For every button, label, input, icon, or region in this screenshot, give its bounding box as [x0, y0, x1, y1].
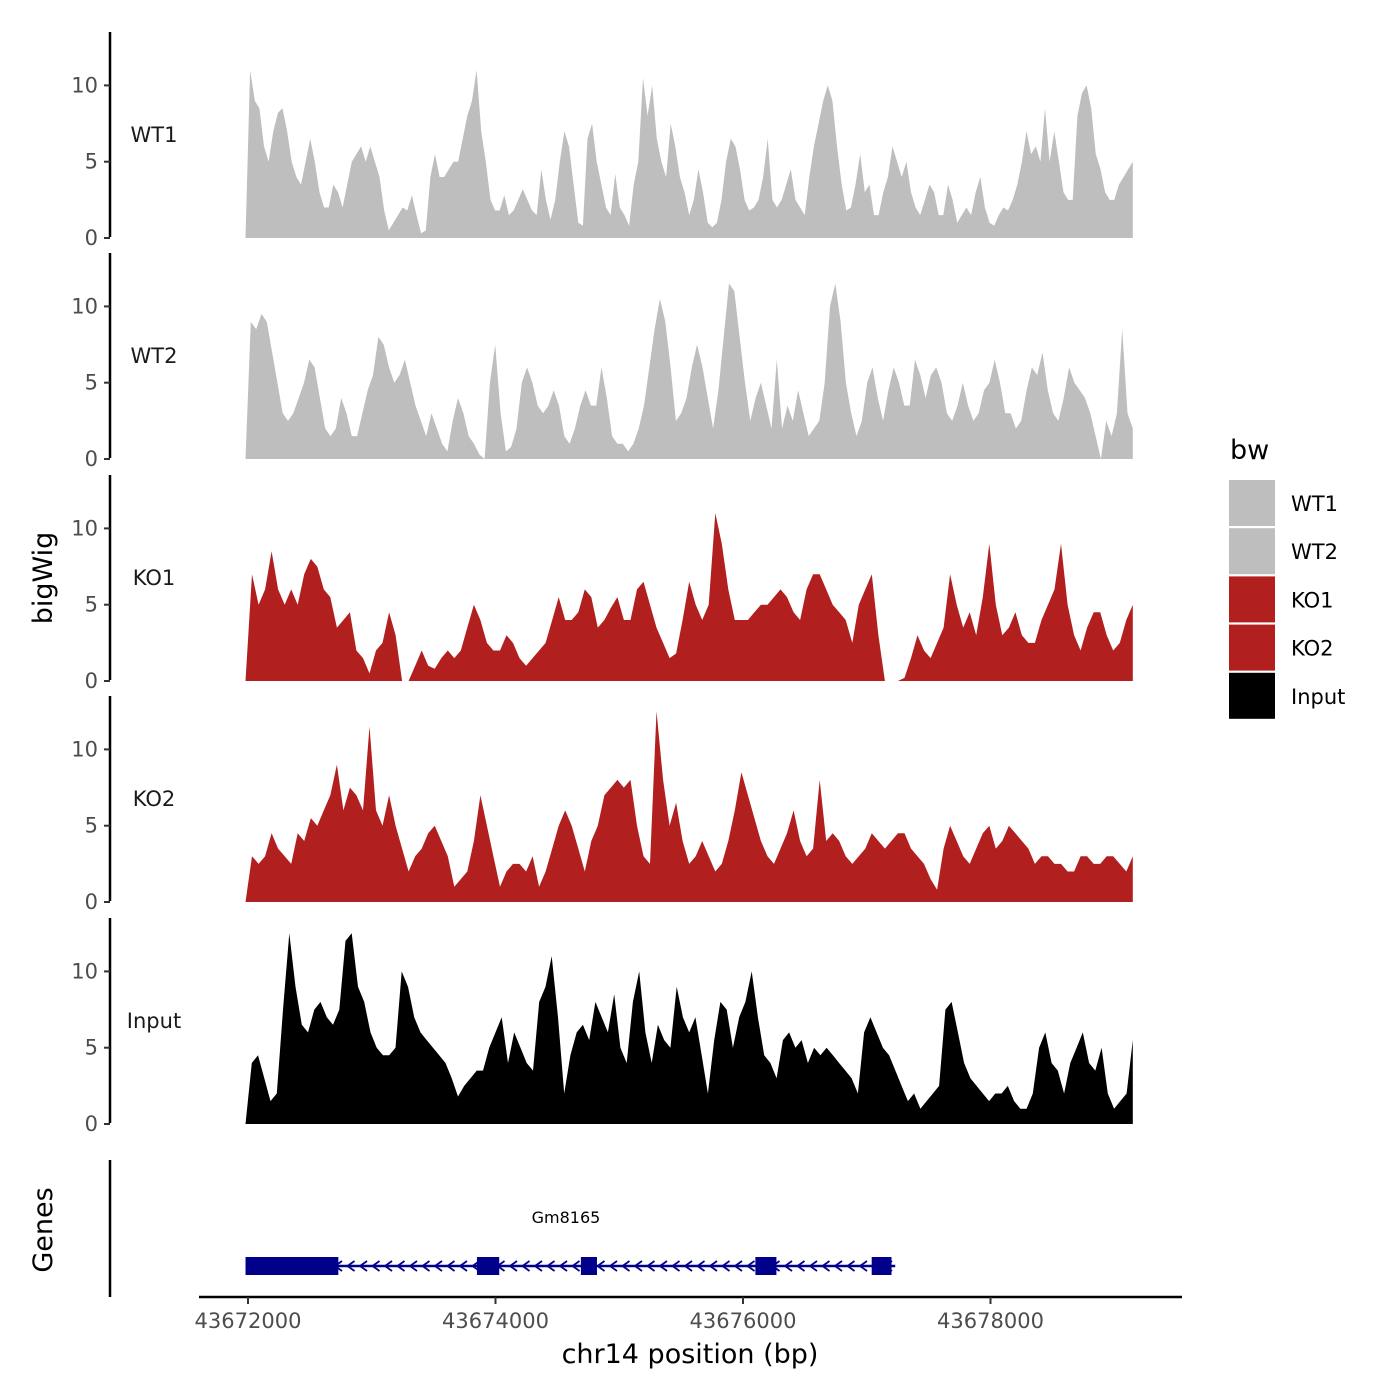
legend-label-wt2: WT2: [1291, 540, 1338, 564]
y-tick-label: 5: [85, 593, 98, 617]
strand-arrow: [708, 1260, 718, 1272]
coverage-area-ko1: [245, 513, 1133, 681]
gene-exon: [580, 1257, 597, 1275]
gene-exon: [871, 1257, 892, 1275]
track-panel-input: 0 5 10 Input: [71, 918, 1133, 1136]
track-label: KO1: [133, 566, 176, 590]
legend: bw WT1 WT2 KO1 KO2 Input: [1229, 435, 1345, 719]
strand-arrow: [658, 1260, 668, 1272]
strand-arrow: [433, 1260, 443, 1272]
strand-arrow: [808, 1260, 818, 1272]
legend-label-ko1: KO1: [1291, 588, 1334, 612]
track-label: KO2: [133, 787, 176, 811]
strand-arrow: [670, 1260, 681, 1272]
strand-arrow: [795, 1260, 806, 1272]
strand-arrow: [395, 1260, 406, 1272]
y-tick-label: 10: [71, 516, 98, 540]
strand-arrow: [545, 1260, 556, 1272]
y-tick-label: 10: [71, 294, 98, 318]
coverage-area-input: [245, 933, 1133, 1124]
strand-arrow: [533, 1260, 543, 1272]
x-tick-label: 43674000: [442, 1309, 549, 1333]
strand-arrow: [858, 1260, 868, 1272]
x-tick-label: 43676000: [690, 1309, 797, 1333]
coverage-area-ko2: [245, 711, 1133, 902]
y-tick-label: 0: [85, 447, 98, 471]
y-tick-label: 5: [85, 150, 98, 174]
legend-key-input: [1229, 672, 1275, 719]
strand-arrow: [420, 1260, 431, 1272]
genes-track: Gm8165: [108, 1160, 896, 1297]
y-axis-title: bigWig: [28, 532, 59, 625]
y-tick-label: 0: [85, 669, 98, 693]
strand-arrow: [608, 1260, 618, 1272]
legend-key-wt1: [1229, 480, 1275, 526]
track-label: Input: [127, 1009, 181, 1033]
y-tick-label: 5: [85, 1036, 98, 1060]
y-tick-label: 0: [85, 890, 98, 914]
strand-arrow: [508, 1260, 518, 1272]
strand-arrow: [783, 1260, 793, 1272]
legend-key-ko1: [1229, 576, 1275, 623]
genes-axis-title: Genes: [28, 1187, 59, 1272]
strand-arrow: [520, 1260, 531, 1272]
y-tick-label: 10: [71, 959, 98, 983]
gene-name-label: Gm8165: [532, 1208, 601, 1227]
strand-arrow: [445, 1260, 456, 1272]
y-tick-label: 0: [85, 226, 98, 250]
strand-arrow: [833, 1260, 843, 1272]
track-panel-ko1: 0 5 10 KO1: [71, 475, 1133, 693]
legend-label-input: Input: [1291, 685, 1345, 709]
y-tick-label: 10: [71, 737, 98, 761]
x-tick-label: 43678000: [937, 1309, 1044, 1333]
x-axis: 43672000 43674000 43676000 43678000: [195, 1295, 1182, 1333]
strand-arrow: [570, 1260, 581, 1272]
strand-arrow: [620, 1260, 631, 1272]
coverage-area-wt1: [245, 70, 1133, 238]
y-tick-label: 0: [85, 1112, 98, 1136]
strand-arrow: [408, 1260, 418, 1272]
track-panel-wt2: 0 5 10 WT2: [71, 253, 1133, 471]
strand-arrow: [383, 1260, 393, 1272]
strand-arrow: [733, 1260, 743, 1272]
y-tick-label: 10: [71, 73, 98, 97]
y-tick-label: 5: [85, 371, 98, 395]
track-panel-ko2: 0 5 10 KO2: [71, 696, 1133, 914]
legend-label-wt1: WT1: [1291, 492, 1338, 516]
strand-arrow: [595, 1260, 606, 1272]
x-tick-label: 43672000: [195, 1309, 302, 1333]
strand-arrow: [358, 1260, 368, 1272]
gene-exon: [476, 1257, 500, 1275]
y-tick-label: 5: [85, 814, 98, 838]
gene-exon: [755, 1257, 777, 1275]
strand-arrow: [820, 1260, 831, 1272]
strand-arrow: [745, 1260, 756, 1272]
strand-arrow: [683, 1260, 693, 1272]
strand-arrow: [370, 1260, 381, 1272]
strand-arrow: [558, 1260, 568, 1272]
strand-arrow: [633, 1260, 643, 1272]
strand-arrow: [345, 1260, 356, 1272]
strand-arrow: [458, 1260, 468, 1272]
strand-arrow: [695, 1260, 706, 1272]
legend-key-ko2: [1229, 624, 1275, 671]
coverage-area-wt2: [245, 283, 1133, 459]
strand-arrow: [720, 1260, 731, 1272]
track-panel-wt1: 0 5 10 WT1: [71, 32, 1133, 250]
strand-arrow: [845, 1260, 856, 1272]
bigwig-tracks: 0 5 10 WT1 0 5 10 WT2 0 5 10 KO1 0 5 10 KO2 0 5 10 Input: [71, 32, 1133, 1136]
track-label: WT2: [131, 344, 178, 368]
x-axis-title: chr14 position (bp): [562, 1339, 819, 1370]
legend-label-ko2: KO2: [1291, 637, 1334, 661]
gene-exon: [245, 1257, 339, 1275]
strand-arrow: [645, 1260, 656, 1272]
legend-title: bw: [1230, 435, 1269, 466]
track-label: WT1: [131, 123, 178, 147]
legend-key-wt2: [1229, 528, 1275, 575]
